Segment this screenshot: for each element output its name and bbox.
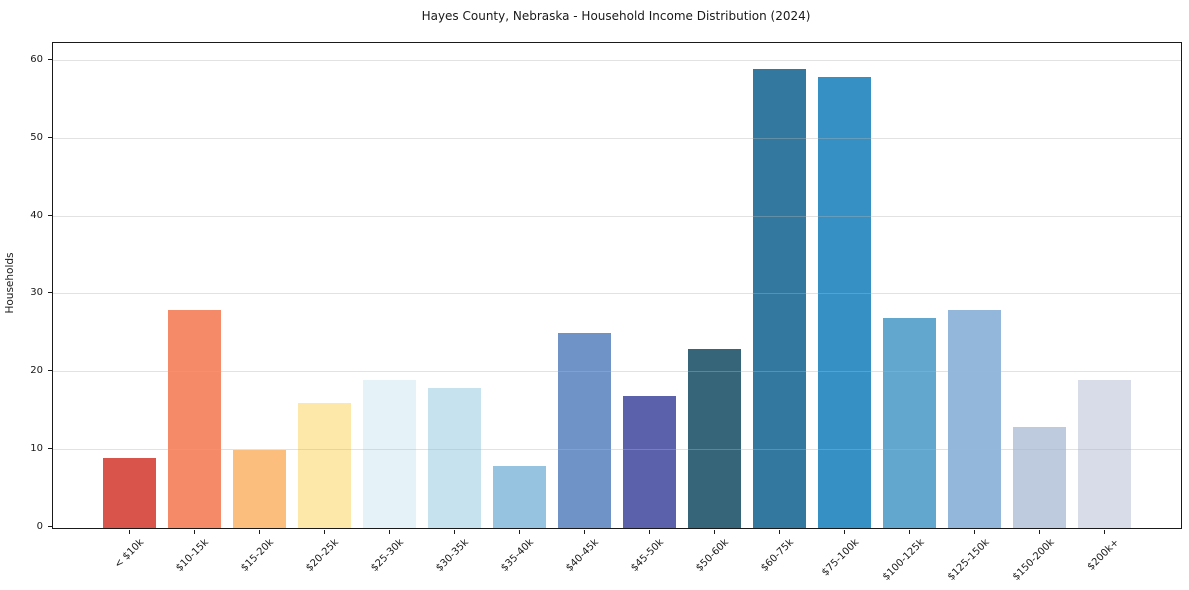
- x-tick-label: $125-150k: [945, 537, 992, 583]
- y-tick-mark: [47, 137, 52, 138]
- bar: [428, 387, 481, 528]
- gridline-y60: [53, 60, 1181, 61]
- x-tick-mark: [194, 529, 195, 534]
- bar-slot: $45-50k: [617, 43, 682, 574]
- y-tick-mark: [47, 526, 52, 527]
- x-tick-label: < $10k: [112, 537, 147, 571]
- y-tick-label: 40: [30, 210, 43, 221]
- bar-slot: $40-45k: [552, 43, 617, 574]
- bar: [233, 450, 286, 528]
- x-tick-mark: [454, 529, 455, 534]
- x-tick-label: $10-15k: [174, 537, 212, 574]
- x-tick-label: $20-25k: [304, 537, 342, 574]
- x-tick-mark: [649, 529, 650, 534]
- bar-slot: $35-40k: [487, 43, 552, 574]
- bar-slot: $25-30k: [357, 43, 422, 574]
- y-tick-label: 60: [30, 54, 43, 65]
- x-tick-label: $40-45k: [564, 537, 602, 574]
- x-tick-label: $75-100k: [819, 537, 862, 579]
- bar: [558, 333, 611, 528]
- bar-slot: $125-150k: [942, 43, 1007, 583]
- y-tick-mark: [47, 59, 52, 60]
- y-tick-mark: [47, 215, 52, 216]
- x-tick-mark: [129, 529, 130, 534]
- chart-title: Hayes County, Nebraska - Household Incom…: [421, 9, 811, 23]
- bar: [1078, 380, 1131, 528]
- y-axis: 0 10 20 30 40 50 60: [0, 42, 52, 532]
- bar: [883, 317, 936, 528]
- bar-slot: < $10k: [97, 43, 162, 571]
- bar: [1013, 426, 1066, 528]
- bar-slot: $15-20k: [227, 43, 292, 574]
- y-tick-label: 20: [30, 365, 43, 376]
- bar: [623, 395, 676, 528]
- x-tick-label: $45-50k: [629, 537, 667, 574]
- y-tick-label: 50: [30, 132, 43, 143]
- plot-area: < $10k $10-15k $15-20k $20-25k $25-30k $30-35…: [52, 42, 1182, 583]
- bar-slot: $60-75k: [747, 43, 812, 574]
- x-tick-mark: [1039, 529, 1040, 534]
- x-tick-mark: [974, 529, 975, 534]
- bar: [168, 310, 221, 528]
- x-tick-mark: [259, 529, 260, 534]
- gridline-y40: [53, 216, 1181, 217]
- y-tick-mark: [47, 292, 52, 293]
- gridline-y50: [53, 138, 1181, 139]
- bar-slot: $10-15k: [162, 43, 227, 574]
- x-tick-label: $150-200k: [1010, 537, 1057, 583]
- gridline-y20: [53, 371, 1181, 372]
- bar: [363, 380, 416, 528]
- y-tick-mark: [47, 448, 52, 449]
- bar: [818, 76, 871, 528]
- y-tick-label: 30: [30, 287, 43, 298]
- x-tick-label: $25-30k: [369, 537, 407, 574]
- bar: [688, 348, 741, 528]
- bar-slot: $20-25k: [292, 43, 357, 574]
- x-tick-label: $35-40k: [499, 537, 537, 574]
- x-tick-mark: [324, 529, 325, 534]
- x-tick-mark: [779, 529, 780, 534]
- x-tick-mark: [714, 529, 715, 534]
- bar-slot: $100-125k: [877, 43, 942, 583]
- bar: [103, 457, 156, 528]
- bar: [753, 68, 806, 528]
- x-tick-label: $100-125k: [880, 537, 927, 583]
- x-tick-mark: [584, 529, 585, 534]
- x-tick-label: $60-75k: [759, 537, 797, 574]
- x-tick-mark: [519, 529, 520, 534]
- x-tick-mark: [909, 529, 910, 534]
- bar-slot: $75-100k: [812, 43, 877, 578]
- x-tick-mark: [389, 529, 390, 534]
- gridline-y10: [53, 449, 1181, 450]
- bar-slot: $150-200k: [1007, 43, 1072, 583]
- y-tick-label: 0: [36, 521, 43, 532]
- x-tick-mark: [844, 529, 845, 534]
- gridline-y30: [53, 293, 1181, 294]
- bar-slot: $50-60k: [682, 43, 747, 574]
- y-tick-mark: [47, 370, 52, 371]
- bar-slot: $30-35k: [422, 43, 487, 574]
- x-tick-mark: [1104, 529, 1105, 534]
- bar: [493, 465, 546, 528]
- x-tick-label: $200k+: [1085, 537, 1122, 573]
- bar: [948, 310, 1001, 528]
- x-tick-label: $30-35k: [434, 537, 472, 574]
- y-tick-label: 10: [30, 443, 43, 454]
- bars-row: < $10k $10-15k $15-20k $20-25k $25-30k $30-35…: [97, 43, 1137, 583]
- bar: [298, 403, 351, 528]
- x-tick-label: $50-60k: [694, 537, 732, 574]
- x-tick-label: $15-20k: [239, 537, 277, 574]
- bar-slot: $200k+: [1072, 43, 1137, 573]
